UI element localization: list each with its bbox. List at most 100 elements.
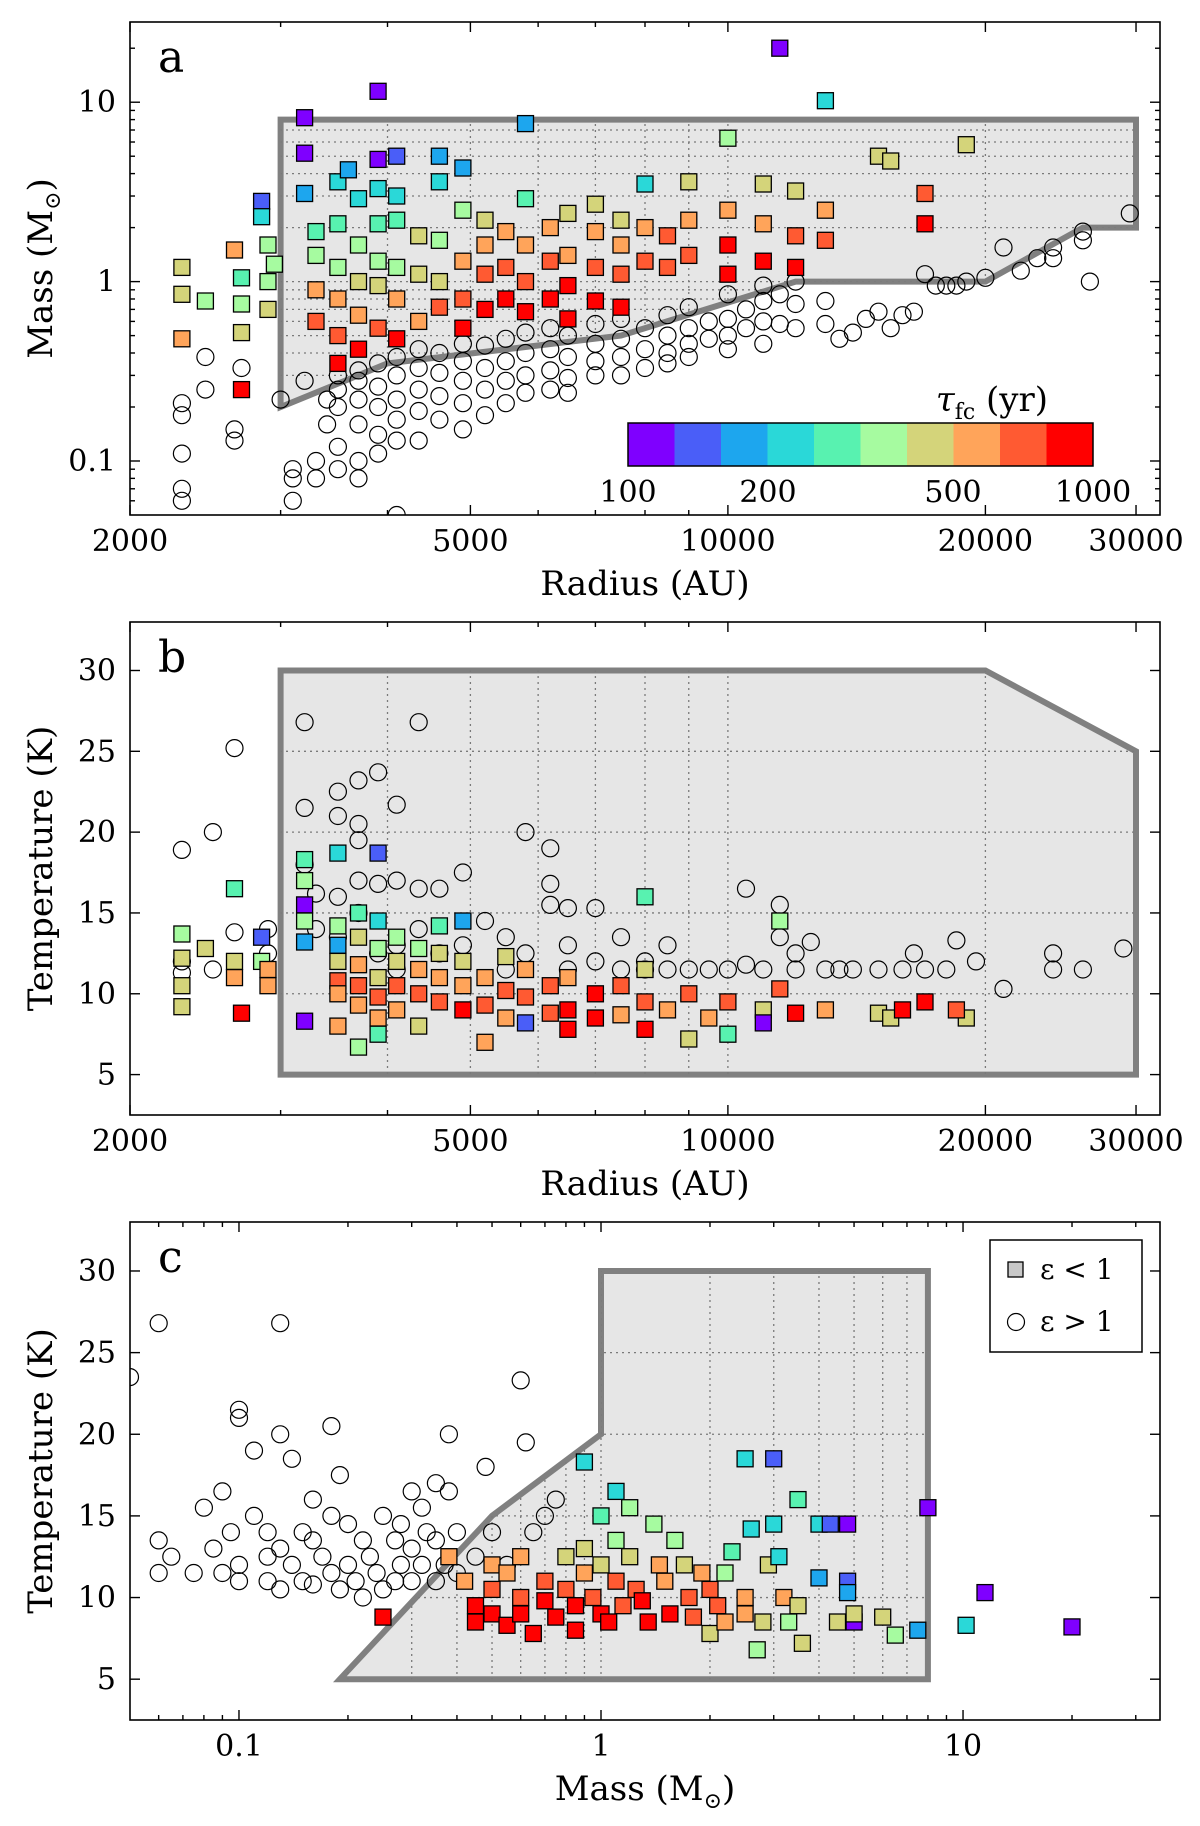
legend-box <box>989 1239 1143 1353</box>
data-point-square <box>947 1001 966 1019</box>
data-point-square <box>719 236 737 254</box>
data-point-square <box>636 888 654 906</box>
data-point-square <box>498 1564 516 1582</box>
data-point-square <box>307 312 325 331</box>
data-point-circle <box>476 1457 495 1477</box>
data-point-square <box>259 272 277 291</box>
data-point-square <box>516 303 535 321</box>
data-point-square <box>388 147 406 165</box>
data-point-square <box>497 1009 515 1027</box>
data-point-square <box>559 1001 577 1019</box>
colorbar-tick-label: 100 <box>599 475 656 510</box>
data-point-circle <box>611 928 631 947</box>
data-point-square <box>307 246 325 265</box>
data-point-square <box>575 1564 594 1582</box>
data-point-circle <box>196 347 215 367</box>
data-point-circle <box>282 1555 301 1575</box>
data-point-square <box>259 960 277 979</box>
data-point-square <box>621 1499 639 1517</box>
data-point-circle <box>338 1514 358 1534</box>
data-point-square <box>716 1564 734 1582</box>
data-point-square <box>369 319 387 337</box>
data-point-circle <box>373 1506 393 1526</box>
data-point-circle <box>754 960 773 979</box>
data-point-circle <box>976 268 995 287</box>
x-tick-label: 0.1 <box>215 1729 263 1764</box>
data-point-circle <box>1080 272 1100 291</box>
data-point-square <box>816 1001 835 1019</box>
data-point-square <box>547 1608 565 1626</box>
data-point-square <box>559 968 577 987</box>
data-point-square <box>541 977 559 995</box>
data-point-circle <box>387 366 406 385</box>
data-point-circle <box>409 380 428 399</box>
data-point-square <box>295 109 314 127</box>
data-point-square <box>575 1453 594 1471</box>
data-point-square <box>483 1556 501 1574</box>
data-point-square <box>466 1613 485 1631</box>
grid-lines <box>280 670 1137 1075</box>
legend-square-marker <box>1007 1261 1024 1278</box>
shaded-region <box>277 667 1139 1078</box>
y-tick-label: 25 <box>78 734 116 769</box>
data-point-circle <box>516 1433 535 1452</box>
data-point-circle <box>558 383 578 402</box>
data-point-square <box>295 896 314 914</box>
data-marks <box>172 39 1139 515</box>
data-point-circle <box>904 302 924 321</box>
data-point-circle <box>1043 249 1063 268</box>
data-point-circle <box>295 798 314 818</box>
data-point-circle <box>1043 960 1063 979</box>
data-marks <box>172 713 1133 1056</box>
data-point-square <box>612 298 630 316</box>
data-point-square <box>349 306 368 324</box>
colorbar-title: τfc (yr) <box>936 380 1048 425</box>
data-point-circle <box>516 323 535 342</box>
data-point-circle <box>203 822 222 842</box>
data-point-square <box>454 952 472 971</box>
panel-c: 0.1 1 10 5 10 15 20 25 30 c Mass (M⊙) Temperature (… <box>21 1221 1161 1814</box>
data-point-square <box>612 236 630 254</box>
data-point-square <box>369 912 387 930</box>
data-point-circle <box>1028 249 1047 268</box>
data-point-circle <box>373 1580 393 1599</box>
x-axis-label: Radius (AU) <box>540 1164 749 1204</box>
data-point-square <box>329 952 347 971</box>
x-axis-label: Radius (AU) <box>540 564 749 604</box>
data-point-circle <box>367 1563 386 1583</box>
data-point-square <box>658 1001 677 1019</box>
data-point-circle <box>353 1531 372 1550</box>
colorbar-segment <box>907 423 954 466</box>
data-point-square <box>349 1038 368 1056</box>
data-point-square <box>516 960 535 979</box>
data-point-circle <box>496 329 515 348</box>
data-point-circle <box>225 923 244 942</box>
data-point-square <box>512 1588 530 1607</box>
data-point-square <box>173 977 191 995</box>
data-point-square <box>586 195 605 213</box>
data-point-square <box>882 152 900 170</box>
data-point-circle <box>736 300 756 319</box>
data-point-square <box>559 246 577 265</box>
data-point-square <box>349 190 368 208</box>
data-point-square <box>454 912 472 930</box>
panel-letter: b <box>158 632 186 683</box>
data-point-square <box>612 1006 630 1024</box>
data-point-square <box>719 265 737 283</box>
data-point-circle <box>957 272 976 291</box>
data-point-circle <box>426 1474 445 1493</box>
data-point-square <box>516 272 535 291</box>
data-point-square <box>675 1556 694 1574</box>
data-point-circle <box>718 326 738 345</box>
data-point-circle <box>225 420 244 439</box>
data-point-square <box>559 1020 577 1038</box>
data-point-circle <box>349 469 368 488</box>
data-point-circle <box>1011 261 1030 280</box>
data-point-circle <box>369 425 388 444</box>
data-point-square <box>736 1450 754 1468</box>
data-point-square <box>886 1626 904 1644</box>
data-point-circle <box>430 410 449 429</box>
data-point-square <box>786 227 805 245</box>
x-tick-label: 20000 <box>938 1124 1033 1159</box>
legend-label: ε < 1 <box>1040 1253 1114 1286</box>
